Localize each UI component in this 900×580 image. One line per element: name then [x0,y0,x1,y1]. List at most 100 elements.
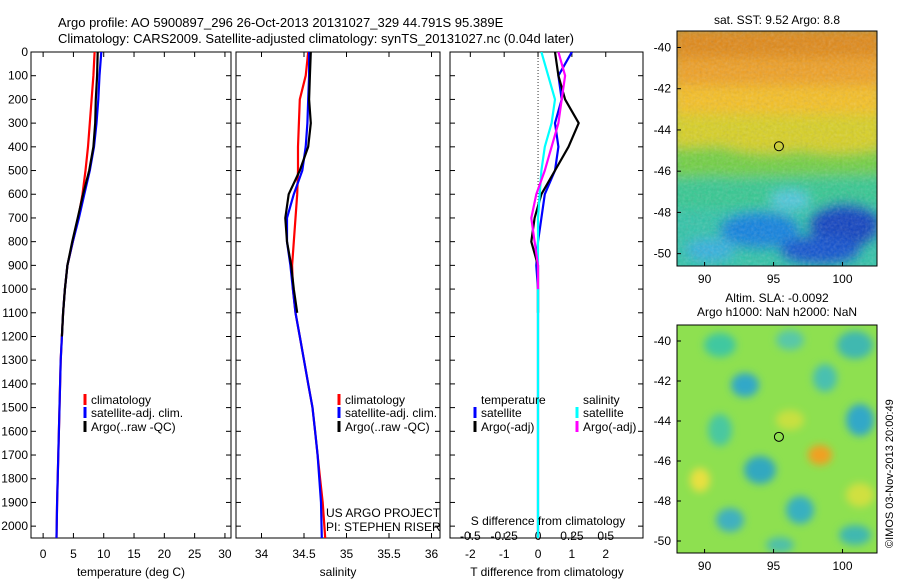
legend-title-temperature: temperature [481,393,546,407]
x-tick-label: 35.5 [377,547,401,561]
legend-title-salinity: salinity [583,393,620,407]
y-tick-label: -46 [654,164,672,178]
x-tick-label: 15 [127,547,141,561]
sla-map-ticks: 90 95 100 -40 -42 -44 -46 -48 -50 [654,334,853,573]
difference-axis-label: T difference from climatology [470,565,624,579]
y-tick-label: -46 [654,454,672,468]
x-tick-label: 25 [188,547,202,561]
top-tick-label: 0.5 [597,529,614,543]
y-tick-label: 1400 [1,377,28,391]
y-tick-label: 1800 [1,472,28,486]
temperature-plot-frame [30,51,232,539]
salinity-axis-ticks: 34 34.5 35 35.5 36 [236,51,440,561]
header-line-2: Climatology: CARS2009. Satellite-adjuste… [58,31,574,46]
salinity-axis-label: salinity [320,565,357,579]
top-tick-label: -0.25 [490,529,518,543]
y-tick-label: -48 [654,494,672,508]
y-tick-label: 800 [8,235,28,249]
y-tick-label: 500 [8,164,28,178]
y-tick-label: 700 [8,211,28,225]
y-tick-label: 0 [21,45,28,59]
x-tick-label: 95 [767,272,781,286]
x-tick-label: -1 [499,547,510,561]
series-line-argo-adj- [530,52,567,290]
temperature-legend: climatology satellite-adj. clim. Argo(..… [83,393,183,434]
credit-label: ©IMOS 03-Nov-2013 20:00:49 [884,399,896,548]
sst-map-frame [676,30,878,267]
x-tick-label: 0 [40,547,47,561]
y-tick-label: 1700 [1,448,28,462]
y-tick-label: 900 [8,258,28,272]
x-tick-label: 34.5 [292,547,316,561]
legend-label-satellite: satellite-adj. clim. [91,406,183,420]
y-tick-label: 2000 [1,519,28,533]
sla-map-image [677,325,877,553]
temperature-series [55,52,103,538]
sla-map-title-2: Argo h1000: NaN h2000: NaN [697,305,857,319]
y-tick-label: 200 [8,92,28,106]
y-tick-label: 100 [8,69,28,83]
y-tick-label: 400 [8,140,28,154]
legend-label-satellite: satellite-adj. clim. [345,406,437,420]
y-tick-label: 600 [8,187,28,201]
header-line-1: Argo profile: AO 5900897_296 26-Oct-2013… [58,15,504,30]
y-tick-label: 1300 [1,353,28,367]
top-tick-label: 0.25 [560,529,584,543]
x-tick-label: 20 [158,547,172,561]
y-tick-label: 1200 [1,329,28,343]
series-line-argo-raw-qc- [60,52,99,337]
x-tick-label: 35 [340,547,354,561]
sst-map-ticks: 90 95 100 -40 -42 -44 -46 -48 -50 [654,40,853,286]
x-tick-label: -2 [465,547,476,561]
sla-map-frame [676,324,878,554]
y-tick-label: 1600 [1,424,28,438]
legend-label-argo: Argo(..raw -QC) [91,420,176,434]
sst-map-image [677,31,877,266]
sla-argo-marker [773,431,784,442]
y-tick-label: -42 [654,82,672,96]
x-tick-label: 30 [218,547,232,561]
difference-legend: temperature salinity satellite Argo(-adj… [473,393,636,434]
y-tick-label: 1100 [2,306,28,320]
project-label: US ARGO PROJECT [326,506,441,520]
salinity-legend: climatology satellite-adj. clim. Argo(..… [337,393,437,434]
legend-label-argo: Argo(..raw -QC) [345,420,430,434]
x-tick-label: 90 [698,272,712,286]
x-tick-label: 100 [833,272,853,286]
y-tick-label: -40 [654,40,672,54]
x-tick-label: 2 [602,547,609,561]
difference-top-axis-label: S difference from climatology [471,514,626,528]
pi-label: PI: STEPHEN RISER [326,520,441,534]
y-tick-label: 1900 [1,495,28,509]
y-tick-label: -48 [654,205,672,219]
y-tick-label: -44 [654,414,672,428]
temperature-axis-ticks: 0 5 10 15 20 25 300100200300400500600700800900… [1,45,232,561]
salinity-series [284,52,327,538]
x-tick-label: 100 [833,559,853,573]
salinity-plot-frame [235,51,441,539]
y-tick-label: 1000 [1,282,28,296]
legend-label-climatology: climatology [345,393,405,407]
legend-label-climatology: climatology [91,393,151,407]
y-tick-label: 1500 [1,401,28,415]
x-tick-label: 34 [255,547,269,561]
y-tick-label: -40 [654,334,672,348]
sst-argo-marker [773,141,784,152]
x-tick-label: 0 [535,547,542,561]
x-tick-label: 10 [97,547,111,561]
legend-label-t-argo: Argo(-adj) [481,420,534,434]
x-tick-label: 1 [569,547,576,561]
sla-map-title-1: Altim. SLA: -0.0092 [725,291,829,305]
x-tick-label: 5 [70,547,77,561]
y-tick-label: -44 [654,123,672,137]
y-tick-label: -42 [654,374,672,388]
x-tick-label: 90 [698,559,712,573]
y-tick-label: 300 [8,116,28,130]
legend-label-s-argo: Argo(-adj) [583,420,636,434]
legend-label-s-satellite: satellite [583,406,624,420]
legend-label-t-satellite: satellite [481,406,522,420]
difference-plot-frame [449,51,644,539]
difference-series [530,52,580,538]
sst-map-title: sat. SST: 9.52 Argo: 8.8 [714,13,840,27]
